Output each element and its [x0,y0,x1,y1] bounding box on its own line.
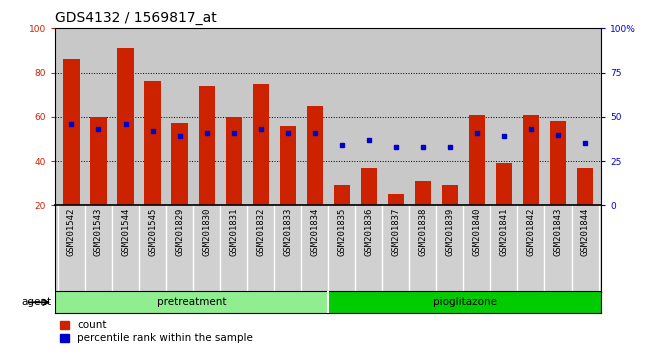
Bar [280,126,296,205]
Bar [328,291,601,313]
Text: GSM201543: GSM201543 [94,208,103,256]
Bar [63,59,79,205]
Bar [550,121,566,205]
Text: GSM201840: GSM201840 [473,208,482,256]
Bar [387,194,404,205]
Text: GSM201830: GSM201830 [202,208,211,256]
Bar [577,168,593,205]
Text: GSM201838: GSM201838 [419,208,427,256]
Bar [469,115,485,205]
Bar [415,181,431,205]
Text: GSM201835: GSM201835 [337,208,346,256]
Text: GSM201842: GSM201842 [526,208,536,256]
Bar [118,48,134,205]
Bar [198,86,214,205]
Text: GSM201833: GSM201833 [283,208,292,256]
Bar [333,185,350,205]
Bar [442,185,458,205]
Bar [55,291,328,313]
Bar [253,84,269,205]
Text: GSM201831: GSM201831 [229,208,238,256]
Text: GSM201834: GSM201834 [310,208,319,256]
Bar [496,163,512,205]
Text: GSM201844: GSM201844 [580,208,590,256]
Text: GDS4132 / 1569817_at: GDS4132 / 1569817_at [55,11,217,25]
Bar [90,117,107,205]
Bar [307,106,323,205]
Text: GSM201836: GSM201836 [364,208,373,256]
Bar [361,168,377,205]
Text: GSM201843: GSM201843 [554,208,562,256]
Text: GSM201839: GSM201839 [445,208,454,256]
Text: GSM201545: GSM201545 [148,208,157,256]
Text: pretreatment: pretreatment [157,297,226,307]
Legend: count, percentile rank within the sample: count, percentile rank within the sample [60,320,253,343]
Bar [523,115,539,205]
Bar [226,117,242,205]
Text: GSM201832: GSM201832 [256,208,265,256]
Text: GSM201837: GSM201837 [391,208,400,256]
Text: GSM201544: GSM201544 [121,208,130,256]
Bar [172,124,188,205]
Text: pioglitazone: pioglitazone [433,297,497,307]
Text: agent: agent [22,297,52,307]
Text: GSM201829: GSM201829 [175,208,184,256]
Bar [144,81,161,205]
Text: GSM201841: GSM201841 [499,208,508,256]
Text: GSM201542: GSM201542 [67,208,76,256]
